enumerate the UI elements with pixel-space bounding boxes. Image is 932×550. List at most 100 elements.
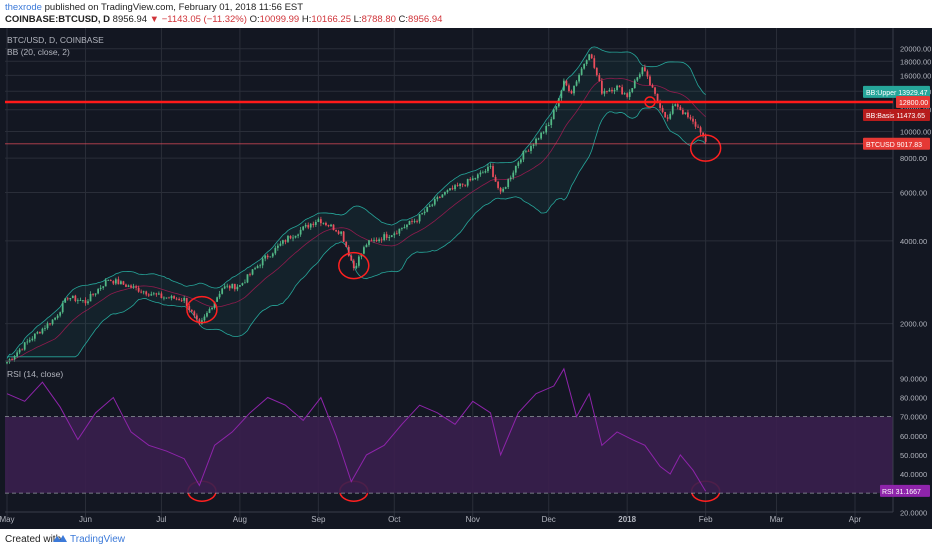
candle-body xyxy=(317,219,320,222)
candle-body xyxy=(426,206,429,212)
publish-line: thexrode published on TradingView.com, F… xyxy=(5,2,303,13)
candle-body xyxy=(99,287,102,290)
rsi-value-label: RSI 31.1667 xyxy=(882,489,921,496)
candle-body xyxy=(411,221,413,222)
candle-body xyxy=(446,190,449,192)
candle-body xyxy=(302,226,305,230)
candle-body xyxy=(575,81,578,86)
candle-body xyxy=(530,146,532,151)
candle-body xyxy=(398,228,401,234)
open-value: 10099.99 xyxy=(259,14,300,25)
candle-body xyxy=(107,280,110,281)
candle-body xyxy=(241,283,244,286)
candle-body xyxy=(28,340,31,342)
author-link[interactable]: thexrode xyxy=(5,2,42,13)
candle-body xyxy=(231,283,234,289)
candle-body xyxy=(519,159,522,163)
candle-body xyxy=(649,76,651,86)
candle-body xyxy=(406,224,408,228)
candle-body xyxy=(590,54,593,59)
rsi-tick-label: 70.0000 xyxy=(900,413,927,422)
candle-body xyxy=(438,197,441,198)
candle-body xyxy=(137,287,140,292)
time-tick-label: Jun xyxy=(79,515,92,524)
time-tick-label: Nov xyxy=(466,515,480,524)
candle-body xyxy=(195,315,198,320)
candle-body xyxy=(89,293,92,302)
rsi-value-tag xyxy=(880,484,930,497)
candle-body xyxy=(61,302,64,313)
candle-body xyxy=(11,359,13,360)
candle-body xyxy=(157,293,160,295)
candle-body xyxy=(44,328,46,329)
candle-body xyxy=(692,118,694,122)
candle-body xyxy=(271,253,274,257)
candle-body xyxy=(183,297,186,301)
candle-body xyxy=(160,293,163,299)
candle-body xyxy=(76,300,79,302)
candle-body xyxy=(408,221,411,225)
candle-body xyxy=(555,106,558,110)
candle-body xyxy=(373,239,375,241)
price-tag xyxy=(863,137,930,150)
candle-body xyxy=(416,221,418,222)
candle-body xyxy=(13,356,16,360)
time-tick-label: Mar xyxy=(770,515,784,524)
candle-body xyxy=(39,332,41,334)
candle-body xyxy=(94,293,97,295)
candle-body xyxy=(459,183,461,187)
candle-body xyxy=(180,300,183,302)
price-pane-title: BTC/USD, D, COINBASE xyxy=(7,35,104,45)
candle-body xyxy=(482,172,484,174)
time-tick-label: May xyxy=(0,515,15,524)
symbol-label: COINBASE:BTCUSD, D xyxy=(5,14,111,25)
candle-body xyxy=(570,91,573,94)
candle-body xyxy=(150,294,153,296)
price-tick-label: 6000.00 xyxy=(900,188,927,197)
candle-body xyxy=(299,229,302,235)
candle-body xyxy=(276,245,279,248)
candle-body xyxy=(441,194,444,198)
low-value: 8788.80 xyxy=(361,14,396,25)
candle-body xyxy=(363,247,365,254)
tradingview-brand[interactable]: TradingView xyxy=(70,534,126,545)
bb-upper-line xyxy=(6,46,706,359)
candle-body xyxy=(337,231,340,234)
candle-body xyxy=(213,301,216,308)
chart-area[interactable]: 2000.004000.006000.008000.0010000.001200… xyxy=(0,28,932,529)
candle-body xyxy=(611,89,613,92)
candle-body xyxy=(471,178,474,181)
low-label: L: xyxy=(353,14,362,25)
candle-body xyxy=(661,107,664,113)
candle-body xyxy=(226,285,229,287)
candle-body xyxy=(560,90,563,99)
candle-body xyxy=(689,117,692,119)
candle-body xyxy=(421,213,424,215)
candle-body xyxy=(173,296,175,299)
candle-body xyxy=(535,138,537,145)
price-tick-label: 20000.00 xyxy=(900,45,931,54)
candle-body xyxy=(484,171,487,173)
candle-body xyxy=(497,181,499,188)
tradingview-logo-icon xyxy=(53,535,67,542)
candle-body xyxy=(23,342,26,350)
candle-body xyxy=(674,104,677,106)
candle-body xyxy=(66,298,69,300)
time-tick-label: Apr xyxy=(849,515,862,524)
candle-body xyxy=(699,127,702,133)
candle-body xyxy=(244,282,246,284)
candle-body xyxy=(256,266,259,269)
price-change: −1143.05 (−11.32%) xyxy=(161,14,247,25)
candle-body xyxy=(304,224,307,227)
candle-body xyxy=(54,317,56,320)
candle-body xyxy=(79,300,82,301)
candle-body xyxy=(254,268,256,270)
open-label: O: xyxy=(249,14,260,25)
candle-body xyxy=(365,244,368,248)
candle-body xyxy=(297,234,299,236)
rsi-line xyxy=(6,367,707,492)
candle-body xyxy=(681,109,684,114)
rsi-tick-label: 80.0000 xyxy=(900,394,927,403)
candle-body xyxy=(479,172,482,175)
candle-body xyxy=(147,294,150,296)
